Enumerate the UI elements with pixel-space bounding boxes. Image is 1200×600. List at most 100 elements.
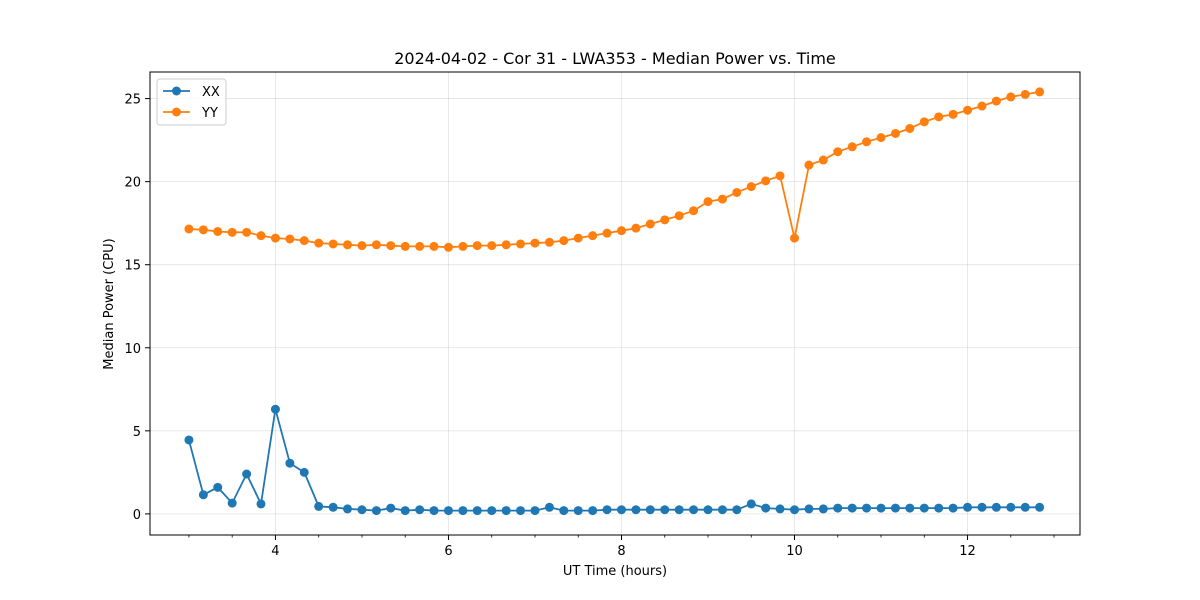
data-point-xx (328, 502, 338, 512)
data-point-xx (934, 503, 944, 513)
data-point-yy (804, 160, 814, 170)
data-point-xx (616, 505, 626, 515)
data-point-yy (660, 215, 670, 225)
data-point-xx (991, 502, 1001, 512)
data-point-yy (616, 226, 626, 236)
data-point-xx (314, 501, 324, 511)
data-point-xx (285, 458, 295, 468)
data-point-xx (977, 502, 987, 512)
data-point-xx (703, 505, 713, 515)
data-point-yy (717, 194, 727, 204)
data-point-yy (732, 187, 742, 197)
data-point-xx (588, 506, 598, 516)
data-point-yy (602, 228, 612, 238)
data-point-xx (472, 506, 482, 516)
data-point-yy (1035, 87, 1045, 97)
data-point-yy (400, 241, 410, 251)
data-point-yy (905, 123, 915, 133)
data-point-yy (833, 147, 843, 157)
data-point-yy (544, 237, 554, 247)
data-point-xx (876, 503, 886, 513)
data-point-yy (645, 219, 655, 229)
data-point-xx (270, 404, 280, 414)
data-point-yy (516, 239, 526, 249)
data-point-yy (559, 236, 569, 246)
data-point-yy (934, 112, 944, 122)
axis-ticks: 4 6 8 10 12 0 5 10 15 20 25 (124, 93, 1055, 559)
data-point-yy (443, 242, 453, 252)
legend: XX YY (156, 78, 227, 126)
data-point-xx (227, 498, 237, 508)
data-point-yy (256, 231, 266, 241)
data-point-yy (689, 206, 699, 216)
legend-label-yy: YY (201, 106, 218, 121)
data-point-xx (963, 502, 973, 512)
data-point-xx (761, 503, 771, 513)
data-point-xx (905, 503, 915, 513)
data-point-xx (948, 503, 958, 513)
data-point-yy (213, 226, 223, 236)
data-point-yy (343, 240, 353, 250)
data-point-yy (588, 231, 598, 241)
data-point-yy (270, 233, 280, 243)
data-point-yy (1020, 89, 1030, 99)
y-tick-label: 0 (133, 508, 141, 523)
x-tick-label: 12 (959, 544, 976, 559)
chart-title: 2024-04-02 - Cor 31 - LWA353 - Median Po… (394, 49, 836, 68)
data-point-yy (991, 96, 1001, 106)
data-point-xx (299, 467, 309, 477)
data-point-yy (674, 211, 684, 221)
data-point-yy (328, 239, 338, 249)
data-point-xx (1006, 502, 1016, 512)
data-point-xx (213, 482, 223, 492)
data-point-yy (386, 241, 396, 251)
data-point-yy (227, 227, 237, 237)
data-point-xx (458, 506, 468, 516)
data-point-yy (472, 241, 482, 251)
data-point-yy (242, 227, 252, 237)
data-point-xx (198, 490, 208, 500)
data-point-xx (1020, 502, 1030, 512)
y-tick-label: 25 (124, 93, 141, 108)
data-point-yy (285, 234, 295, 244)
data-point-yy (977, 101, 987, 111)
y-tick-label: 20 (124, 176, 141, 191)
series-layer (184, 87, 1045, 516)
legend-label-xx: XX (202, 85, 220, 100)
data-point-xx (544, 502, 554, 512)
data-point-xx (689, 505, 699, 515)
data-point-xx (833, 503, 843, 513)
data-point-yy (963, 105, 973, 115)
y-tick-label: 15 (124, 259, 141, 274)
legend-marker-xx (172, 86, 181, 96)
x-tick-label: 4 (271, 544, 279, 559)
data-point-xx (847, 503, 857, 513)
data-point-xx (516, 506, 526, 516)
data-point-xx (790, 505, 800, 515)
data-point-xx (717, 505, 727, 515)
data-point-yy (775, 171, 785, 181)
data-point-yy (501, 240, 511, 250)
data-point-xx (631, 505, 641, 515)
data-point-yy (198, 225, 208, 235)
data-point-xx (732, 505, 742, 515)
x-tick-label: 8 (617, 544, 625, 559)
data-point-yy (790, 233, 800, 243)
data-point-yy (530, 238, 540, 248)
data-point-xx (660, 505, 670, 515)
data-point-xx (746, 499, 756, 509)
data-point-yy (761, 176, 771, 186)
data-point-xx (242, 469, 252, 479)
data-point-xx (1035, 502, 1045, 512)
data-point-yy (429, 241, 439, 251)
data-point-xx (386, 503, 396, 513)
data-point-yy (458, 241, 468, 251)
y-tick-label: 5 (133, 425, 141, 440)
data-point-xx (602, 505, 612, 515)
data-point-yy (357, 241, 367, 251)
data-point-xx (559, 506, 569, 516)
data-point-yy (876, 133, 886, 143)
data-point-yy (818, 155, 828, 165)
data-point-xx (804, 504, 814, 514)
